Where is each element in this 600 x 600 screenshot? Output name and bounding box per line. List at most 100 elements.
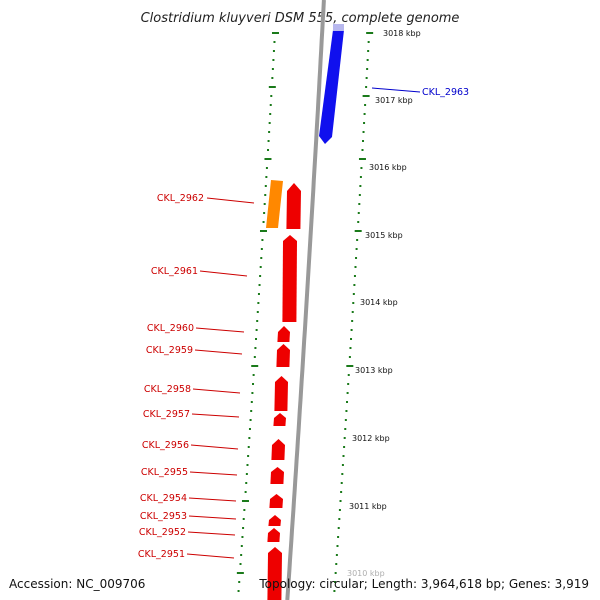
- inner-ring-minor-tick: [257, 293, 260, 295]
- inner-ring-minor-tick: [244, 491, 247, 493]
- kbp-tick-label: 3012 kbp: [352, 434, 390, 443]
- forward-gene-arrow: [319, 30, 344, 144]
- inner-ring-minor-tick: [268, 131, 271, 133]
- tick-layer: 3018 kbp 3017 kbp 3016 kbp 3015 kbp 3014 kbp…: [236, 29, 421, 592]
- kbp-tick-label: 3013 kbp: [355, 366, 393, 375]
- inner-ring-minor-tick: [246, 464, 249, 466]
- reverse-gene-arrow: [267, 528, 280, 542]
- gene-label-leader: [189, 471, 238, 476]
- inner-ring-minor-tick: [262, 221, 265, 223]
- inner-ring-minor-tick: [263, 212, 266, 214]
- gene-label: CKL_2962: [157, 193, 204, 204]
- outer-ring-major-tick: [366, 32, 374, 34]
- inner-ring-minor-tick: [269, 104, 272, 106]
- inner-ring-minor-tick: [264, 185, 267, 187]
- inner-ring-major-tick: [236, 572, 244, 574]
- inner-ring-minor-tick: [249, 419, 252, 421]
- feature-layer: [266, 24, 344, 600]
- inner-ring-minor-tick: [268, 122, 271, 124]
- outer-ring-minor-tick: [341, 464, 344, 466]
- gene-label: CKL_2955: [141, 467, 188, 478]
- outer-ring-minor-tick: [343, 437, 346, 439]
- inner-ring-minor-tick: [265, 167, 268, 169]
- gene-label-leader: [195, 327, 245, 333]
- outer-ring-minor-tick: [365, 86, 368, 88]
- outer-ring-minor-tick: [355, 248, 358, 250]
- inner-ring-minor-tick: [243, 509, 246, 511]
- outer-ring-minor-tick: [337, 536, 340, 538]
- gene-label: CKL_2954: [140, 493, 187, 504]
- inner-ring-major-tick: [259, 230, 267, 232]
- inner-ring-minor-tick: [240, 545, 243, 547]
- gene-label: CKL_2959: [146, 345, 193, 356]
- reverse-gene-arrow: [268, 515, 281, 526]
- kbp-tick-label: 3010 kbp: [347, 569, 385, 578]
- outer-ring-major-tick: [362, 95, 370, 97]
- inner-ring-minor-tick: [256, 311, 259, 313]
- inner-ring-minor-tick: [260, 248, 263, 250]
- gene-label: CKL_2953: [140, 511, 187, 522]
- kbp-tick-label: 3011 kbp: [349, 502, 387, 511]
- inner-ring-minor-tick: [238, 581, 241, 583]
- gene-label-leader: [188, 515, 237, 520]
- outer-ring-minor-tick: [347, 374, 350, 376]
- outer-ring-minor-tick: [340, 482, 343, 484]
- outer-ring-minor-tick: [348, 356, 351, 358]
- kbp-tick-label: 3018 kbp: [383, 29, 421, 38]
- inner-ring-minor-tick: [242, 518, 245, 520]
- outer-ring-minor-tick: [339, 500, 342, 502]
- outer-ring-minor-tick: [360, 167, 363, 169]
- outer-ring-minor-tick: [345, 410, 348, 412]
- outer-ring-minor-tick: [359, 185, 362, 187]
- outer-ring-minor-tick: [344, 419, 347, 421]
- outer-ring-minor-tick: [340, 491, 343, 493]
- outer-ring-minor-tick: [366, 68, 369, 70]
- outer-ring-minor-tick: [344, 428, 347, 430]
- outer-ring-minor-tick: [343, 446, 346, 448]
- gene-label: CKL_2963: [422, 87, 469, 98]
- reverse-gene-arrow: [282, 235, 297, 322]
- gene-label-leader: [206, 197, 255, 204]
- inner-ring-minor-tick: [250, 401, 253, 403]
- inner-ring-minor-tick: [250, 410, 253, 412]
- inner-ring-minor-tick: [263, 203, 266, 205]
- inner-ring-minor-tick: [255, 338, 258, 340]
- inner-ring-major-tick: [268, 86, 276, 88]
- outer-ring-minor-tick: [364, 104, 367, 106]
- outer-ring-major-tick: [358, 158, 366, 160]
- inner-ring-minor-tick: [267, 149, 270, 151]
- outer-ring-minor-tick: [358, 194, 361, 196]
- inner-ring-minor-tick: [247, 455, 250, 457]
- outer-ring-minor-tick: [366, 59, 369, 61]
- gene-label-leader: [188, 497, 237, 502]
- outer-ring-minor-tick: [357, 221, 360, 223]
- reverse-gene-arrow: [276, 344, 290, 367]
- gene-label: CKL_2961: [151, 266, 198, 277]
- inner-ring-minor-tick: [245, 482, 248, 484]
- outer-ring-minor-tick: [352, 302, 355, 304]
- inner-ring-minor-tick: [257, 302, 260, 304]
- inner-ring-minor-tick: [256, 320, 259, 322]
- outer-ring-minor-tick: [334, 572, 337, 574]
- inner-ring-major-tick: [271, 32, 279, 34]
- outer-ring-minor-tick: [361, 149, 364, 151]
- outer-ring-minor-tick: [333, 590, 336, 592]
- reverse-gene-arrow: [267, 547, 282, 600]
- outer-ring-minor-tick: [358, 203, 361, 205]
- outer-ring-minor-tick: [353, 275, 356, 277]
- label-layer: CKL_2963 CKL_2962 CKL_2961 CKL_2960 CKL_2959…: [138, 87, 469, 560]
- gene-label-leader: [190, 444, 239, 450]
- backbone-layer: [285, 0, 326, 600]
- inner-ring-minor-tick: [248, 437, 251, 439]
- map-title: Clostridium kluyveri DSM 555, complete g…: [141, 11, 460, 26]
- outer-ring-minor-tick: [362, 140, 365, 142]
- outer-ring-minor-tick: [349, 347, 352, 349]
- outer-ring-minor-tick: [338, 509, 341, 511]
- outer-ring-minor-tick: [365, 77, 368, 79]
- outer-ring-minor-tick: [356, 239, 359, 241]
- gene-label-leader: [194, 349, 243, 355]
- inner-ring-minor-tick: [258, 284, 261, 286]
- inner-ring-minor-tick: [273, 41, 276, 43]
- orange-feature: [266, 180, 283, 228]
- outer-ring-minor-tick: [335, 554, 338, 556]
